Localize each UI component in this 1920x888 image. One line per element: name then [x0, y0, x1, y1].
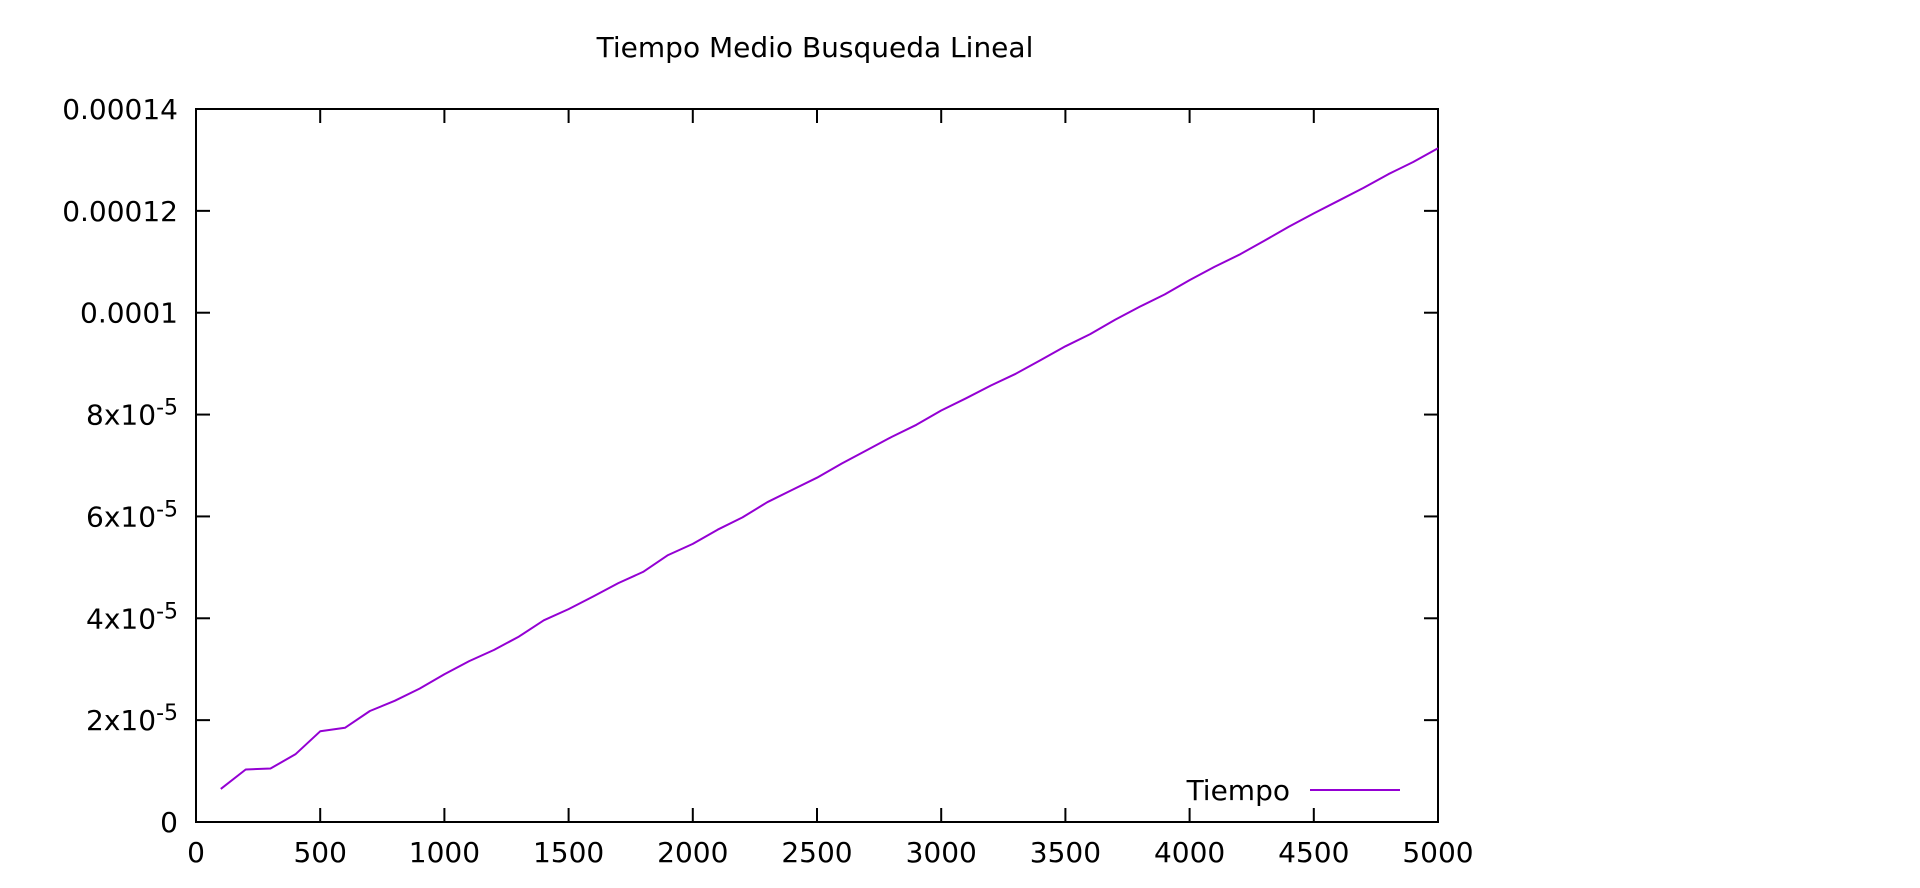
x-tick-label: 3000	[906, 836, 977, 869]
y-tick-label: 8x10-5	[86, 396, 178, 432]
x-tick-label: 1000	[409, 836, 480, 869]
legend: Tiempo	[1186, 774, 1400, 807]
x-tick-label: 0	[187, 836, 205, 869]
y-tick-label: 4x10-5	[86, 599, 178, 635]
y-tick-label-exponent: -5	[156, 701, 178, 726]
x-tick-label: 3500	[1030, 836, 1101, 869]
y-tick-label-base: 8x10	[86, 399, 156, 432]
x-tick-label: 4500	[1278, 836, 1349, 869]
legend-label-tiempo: Tiempo	[1186, 774, 1290, 807]
y-tick-label: 0.00014	[62, 93, 178, 126]
y-tick-label-base: 0.00012	[62, 195, 178, 228]
y-tick-label: 0.0001	[80, 297, 178, 330]
plot-frame	[195, 108, 1439, 823]
x-tick-label: 4000	[1154, 836, 1225, 869]
y-tick-label-base: 6x10	[86, 500, 156, 533]
series-lines	[220, 147, 1439, 790]
y-tick-label: 6x10-5	[86, 497, 178, 533]
y-tick-label-exponent: -5	[156, 396, 178, 421]
tick-marks	[195, 108, 1439, 823]
x-tick-label: 500	[293, 836, 346, 869]
y-tick-label-base: 0	[160, 806, 178, 839]
y-tick-label-base: 0.0001	[80, 297, 178, 330]
x-tick-label: 2500	[781, 836, 852, 869]
y-tick-labels: 02x10-54x10-56x10-58x10-50.00010.000120.…	[62, 93, 178, 839]
y-tick-label-exponent: -5	[156, 599, 178, 624]
chart-title: Tiempo Medio Busqueda Lineal	[596, 31, 1034, 64]
x-tick-label: 5000	[1402, 836, 1473, 869]
y-tick-label: 0	[160, 806, 178, 839]
series-line-tiempo	[220, 147, 1439, 790]
y-tick-label-base: 0.00014	[62, 93, 178, 126]
axes	[195, 108, 1439, 823]
x-tick-label: 2000	[657, 836, 728, 869]
y-tick-label-base: 2x10	[86, 704, 156, 737]
y-tick-label: 2x10-5	[86, 701, 178, 737]
y-tick-label: 0.00012	[62, 195, 178, 228]
y-tick-label-exponent: -5	[156, 497, 178, 522]
x-tick-label: 1500	[533, 836, 604, 869]
y-tick-label-base: 4x10	[86, 602, 156, 635]
x-tick-labels: 0 500 1000 1500 2000 2500 3000 3500 4000 4500 5000	[187, 836, 1474, 869]
